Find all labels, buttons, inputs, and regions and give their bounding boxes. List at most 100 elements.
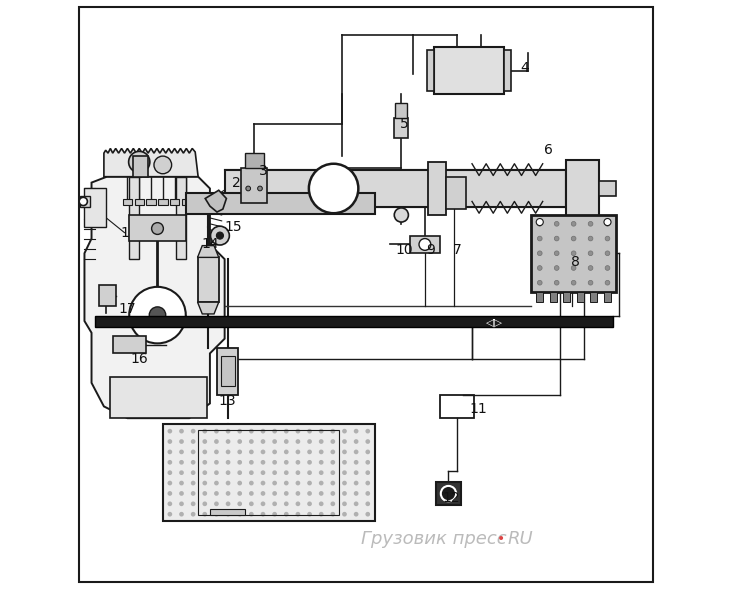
Bar: [176, 177, 186, 259]
Text: 13: 13: [219, 393, 236, 408]
Bar: [504, 50, 512, 91]
Circle shape: [307, 449, 312, 454]
Circle shape: [284, 439, 288, 444]
Bar: [95, 316, 613, 327]
Circle shape: [307, 481, 312, 485]
Circle shape: [284, 512, 288, 517]
Circle shape: [284, 460, 288, 465]
Text: ◁▷: ◁▷: [486, 317, 503, 327]
Circle shape: [342, 460, 347, 465]
Circle shape: [272, 429, 277, 434]
Circle shape: [225, 512, 231, 517]
Circle shape: [365, 501, 370, 506]
Circle shape: [179, 429, 184, 434]
Circle shape: [272, 491, 277, 496]
Bar: [427, 162, 446, 215]
Circle shape: [537, 266, 542, 270]
Circle shape: [214, 449, 219, 454]
Polygon shape: [104, 148, 198, 177]
Circle shape: [354, 439, 359, 444]
Bar: [531, 215, 616, 292]
Circle shape: [284, 501, 288, 506]
Bar: [604, 292, 611, 302]
Circle shape: [272, 460, 277, 465]
Circle shape: [211, 226, 229, 245]
Circle shape: [249, 481, 254, 485]
Circle shape: [225, 501, 231, 506]
Circle shape: [225, 460, 231, 465]
Circle shape: [330, 449, 335, 454]
Circle shape: [605, 266, 610, 270]
Circle shape: [191, 460, 195, 465]
Circle shape: [307, 429, 312, 434]
Circle shape: [272, 481, 277, 485]
Circle shape: [203, 470, 207, 475]
Circle shape: [354, 491, 359, 496]
Circle shape: [249, 449, 254, 454]
Circle shape: [237, 501, 242, 506]
Circle shape: [307, 501, 312, 506]
Bar: [187, 193, 375, 214]
Text: 11: 11: [469, 402, 487, 416]
Bar: [198, 430, 340, 515]
Circle shape: [168, 449, 172, 454]
Bar: [537, 292, 543, 302]
Circle shape: [237, 460, 242, 465]
Circle shape: [214, 491, 219, 496]
Bar: [135, 199, 144, 205]
Circle shape: [296, 460, 300, 465]
Circle shape: [261, 470, 266, 475]
Circle shape: [441, 486, 456, 501]
Circle shape: [554, 251, 559, 256]
Circle shape: [571, 251, 576, 256]
Circle shape: [296, 491, 300, 496]
Circle shape: [554, 221, 559, 226]
Text: 4: 4: [520, 61, 529, 75]
Circle shape: [589, 251, 593, 256]
Bar: [182, 199, 191, 205]
Circle shape: [319, 481, 324, 485]
Circle shape: [307, 439, 312, 444]
Circle shape: [319, 429, 324, 434]
Circle shape: [261, 429, 266, 434]
Circle shape: [319, 470, 324, 475]
Circle shape: [168, 512, 172, 517]
Circle shape: [330, 460, 335, 465]
Circle shape: [342, 481, 347, 485]
Circle shape: [261, 439, 266, 444]
Circle shape: [179, 470, 184, 475]
Circle shape: [307, 460, 312, 465]
Circle shape: [354, 429, 359, 434]
Circle shape: [179, 439, 184, 444]
Circle shape: [571, 221, 576, 226]
Bar: [244, 153, 264, 168]
Bar: [599, 181, 616, 196]
Circle shape: [296, 449, 300, 454]
Bar: [395, 118, 408, 138]
Circle shape: [537, 280, 542, 285]
Circle shape: [249, 470, 254, 475]
Circle shape: [365, 481, 370, 485]
Circle shape: [330, 512, 335, 517]
Text: 14: 14: [201, 237, 219, 252]
Polygon shape: [84, 177, 225, 418]
Bar: [241, 168, 267, 203]
Circle shape: [537, 219, 543, 226]
Circle shape: [605, 221, 610, 226]
Circle shape: [152, 223, 163, 234]
Circle shape: [261, 449, 266, 454]
Circle shape: [179, 460, 184, 465]
Circle shape: [149, 307, 165, 323]
Circle shape: [354, 512, 359, 517]
Circle shape: [342, 512, 347, 517]
Circle shape: [237, 449, 242, 454]
Bar: [427, 50, 434, 91]
Circle shape: [214, 460, 219, 465]
Bar: [123, 199, 132, 205]
Circle shape: [589, 266, 593, 270]
Text: 8: 8: [571, 255, 580, 269]
Circle shape: [319, 491, 324, 496]
Circle shape: [605, 236, 610, 241]
Circle shape: [319, 449, 324, 454]
Circle shape: [554, 236, 559, 241]
